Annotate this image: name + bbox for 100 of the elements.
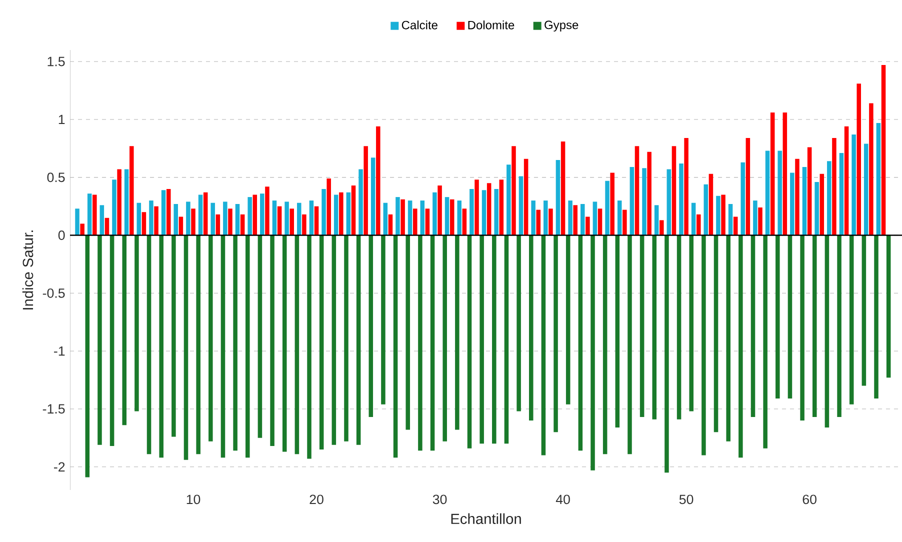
bar [383, 202, 388, 236]
bar [839, 153, 844, 236]
bar [172, 235, 176, 437]
bar [750, 235, 756, 418]
bar [689, 235, 694, 412]
y-tick-label: -1 [54, 346, 65, 356]
bar [499, 180, 504, 236]
bar [322, 188, 326, 236]
bar [233, 235, 238, 451]
y-tick-label: 0.5 [47, 172, 65, 182]
bar [277, 206, 282, 236]
x-tick-label: 60 [802, 494, 816, 504]
bar [154, 206, 158, 236]
bar [110, 235, 114, 446]
bar [598, 208, 602, 236]
bar [87, 194, 92, 236]
bar [529, 235, 534, 421]
bar [666, 169, 672, 236]
bar [763, 235, 768, 448]
bar [284, 202, 289, 236]
x-tick-label: 30 [432, 494, 447, 504]
bar [492, 235, 496, 444]
bar [161, 190, 166, 236]
bar [820, 174, 824, 236]
y-axis-title: Indice Satur. [22, 230, 34, 310]
bar [518, 176, 524, 236]
bar [790, 172, 794, 236]
bar [235, 204, 240, 236]
bar [290, 208, 294, 236]
x-tick-label: 10 [186, 494, 200, 504]
bar [802, 166, 807, 236]
bar [679, 163, 684, 236]
bar [704, 184, 708, 236]
bar [630, 166, 634, 236]
bar [474, 180, 479, 236]
bar [198, 194, 203, 236]
bar [282, 235, 287, 452]
bar [344, 235, 348, 442]
bar [814, 182, 819, 236]
y-tick-label: 0 [58, 230, 65, 240]
bar [605, 180, 610, 236]
bar [664, 235, 669, 473]
bar [886, 235, 891, 378]
bar [615, 235, 620, 428]
bar [319, 235, 324, 450]
bar [334, 194, 338, 236]
bar [788, 235, 792, 399]
bar [314, 206, 319, 236]
bar [827, 161, 832, 236]
bar [740, 162, 745, 236]
bar [307, 235, 312, 459]
bar [849, 235, 854, 404]
bar [548, 208, 553, 236]
bar [339, 192, 344, 236]
bar [388, 214, 393, 236]
bar [714, 235, 718, 432]
bar [117, 169, 122, 236]
bar [807, 147, 812, 236]
bar [178, 216, 184, 236]
bar [628, 235, 632, 454]
bar [573, 205, 578, 236]
bar [758, 207, 762, 236]
bar [438, 185, 442, 236]
bar [852, 134, 856, 236]
bar [223, 202, 228, 236]
bar [610, 172, 614, 236]
bar [881, 65, 886, 236]
bar [765, 150, 770, 236]
bar [486, 183, 492, 236]
bar [691, 202, 696, 236]
bar [647, 152, 652, 236]
bar [592, 202, 598, 236]
x-axis-title: Echantillon [451, 513, 521, 524]
bar [146, 235, 152, 454]
bar [654, 205, 659, 236]
bar [776, 235, 780, 399]
bar [368, 235, 374, 418]
bar [134, 235, 139, 412]
bar [832, 138, 836, 236]
bar [480, 235, 484, 444]
bar [482, 190, 486, 236]
bar [470, 188, 474, 236]
bar [512, 146, 516, 236]
bar [75, 208, 80, 236]
y-tick-label: 1.5 [48, 56, 65, 66]
bar [196, 235, 200, 454]
bar [364, 146, 368, 236]
bar [149, 200, 154, 236]
bar [400, 199, 405, 236]
bar [208, 235, 213, 442]
bar [733, 216, 738, 236]
bar [326, 178, 331, 236]
bar [746, 138, 750, 236]
bar [130, 146, 134, 236]
bar [580, 204, 585, 236]
bar [358, 169, 363, 236]
bar [309, 200, 314, 236]
y-tick-label: -0.5 [42, 288, 65, 298]
bar [634, 146, 640, 236]
bar [516, 235, 521, 412]
